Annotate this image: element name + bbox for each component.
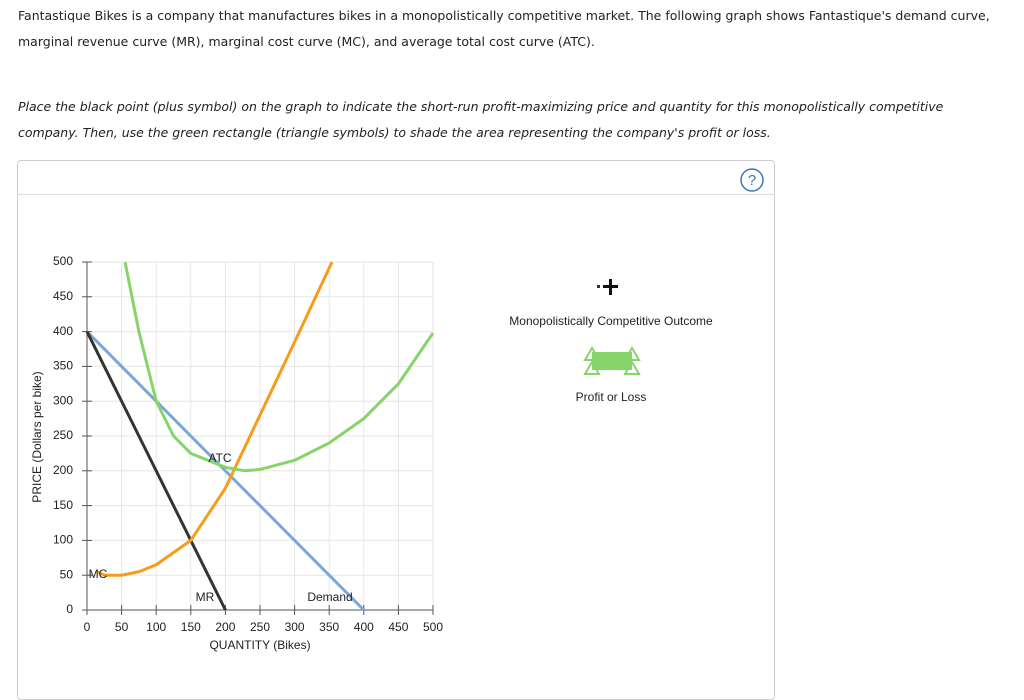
- x-tick-label: 200: [215, 620, 235, 634]
- plus-symbol: [603, 285, 618, 288]
- x-tick-label: 500: [423, 620, 443, 634]
- question-intro: Fantastique Bikes is a company that manu…: [18, 8, 990, 49]
- x-tick-label: 100: [146, 620, 166, 634]
- panel-header-rule: [17, 194, 775, 195]
- curve: [96, 261, 334, 577]
- triangle-handle: [623, 360, 641, 375]
- triangle-handle: [623, 346, 641, 361]
- y-tick-label: 150: [53, 498, 73, 512]
- curve-label: MR: [196, 590, 215, 604]
- x-tick-label: 300: [285, 620, 305, 634]
- y-tick-label: 250: [53, 428, 73, 442]
- y-tick-label: 500: [53, 254, 73, 268]
- question-instruction: Place the black point (plus symbol) on t…: [18, 99, 944, 140]
- x-tick-label: 350: [319, 620, 339, 634]
- rectangle-tool[interactable]: [583, 346, 641, 375]
- y-axis-label: PRICE (Dollars per bike): [30, 371, 44, 502]
- tool-label: Profit or Loss: [576, 390, 647, 404]
- y-tick-label: 50: [60, 567, 74, 581]
- curve-label: MC: [89, 567, 108, 581]
- x-tick-label: 450: [388, 620, 408, 634]
- curve: [85, 330, 227, 611]
- y-tick-label: 450: [53, 289, 73, 303]
- curve: [85, 330, 365, 612]
- y-tick-label: 300: [53, 393, 73, 407]
- profit-rectangle: [592, 352, 632, 370]
- y-tick-label: 350: [53, 359, 73, 373]
- y-tick-label: 100: [53, 533, 73, 547]
- triangle-handle: [583, 346, 601, 361]
- help-button[interactable]: [740, 168, 764, 192]
- tool-dot: [597, 285, 600, 288]
- y-tick-label: 400: [53, 324, 73, 338]
- tool-label: Monopolistically Competitive Outcome: [509, 314, 713, 328]
- curve: [123, 261, 435, 473]
- plot-area: 0 50 100 150 200 250 300 350 400 450 500 0 50 100 150 2…: [53, 254, 443, 634]
- help-icon[interactable]: ?: [748, 172, 756, 189]
- x-tick-label: 250: [250, 620, 270, 634]
- x-tick-label: 150: [181, 620, 201, 634]
- x-tick-label: 400: [354, 620, 374, 634]
- curve-label: Demand: [307, 590, 352, 604]
- plus-tool[interactable]: [597, 279, 618, 295]
- x-axis-label: QUANTITY (Bikes): [209, 638, 310, 652]
- x-tick-label: 0: [84, 620, 91, 634]
- y-tick-label: 0: [66, 602, 73, 616]
- triangle-handle: [583, 360, 601, 375]
- y-tick-label: 200: [53, 463, 73, 477]
- x-tick-label: 50: [115, 620, 129, 634]
- curve-label: ATC: [208, 451, 231, 465]
